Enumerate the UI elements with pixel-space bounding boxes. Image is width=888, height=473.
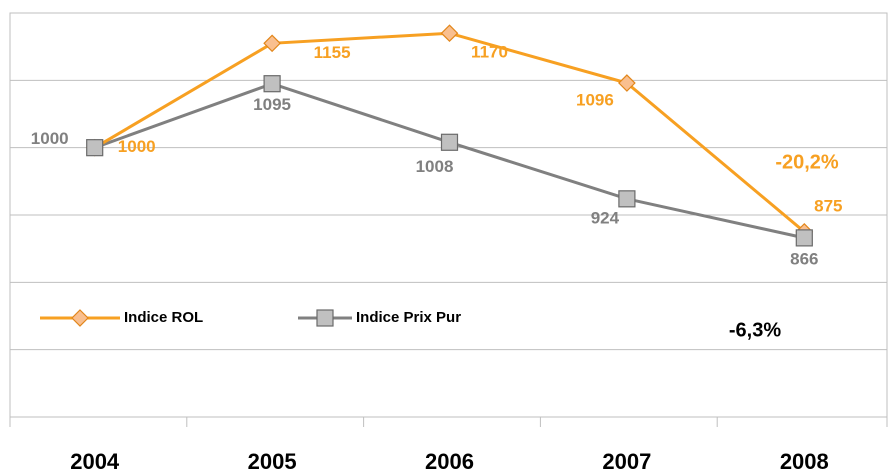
marker [263, 34, 281, 53]
marker [71, 309, 89, 327]
data-label: 875 [814, 196, 842, 215]
marker [795, 229, 813, 247]
annotation: -20,2% [775, 151, 839, 173]
marker [618, 74, 636, 92]
data-label: 1008 [416, 157, 454, 176]
data-label: 1095 [253, 95, 291, 114]
marker [440, 24, 459, 43]
line [93, 31, 806, 233]
legend-label: Indice ROL [124, 309, 203, 326]
x-tick-label: 2006 [425, 449, 474, 473]
data-label: 866 [790, 249, 818, 268]
marker [316, 309, 334, 327]
x-tick-label: 2005 [248, 449, 297, 473]
x-tick-label: 2008 [780, 449, 829, 473]
marker [86, 139, 104, 157]
x-tick-label: 2004 [70, 449, 120, 473]
data-label: 1170 [471, 43, 508, 62]
marker [263, 75, 281, 93]
data-label: 1096 [576, 91, 614, 110]
x-tick-label: 2007 [602, 449, 651, 473]
data-label: 1000 [31, 129, 69, 148]
legend-label: Indice Prix Pur [356, 309, 461, 326]
data-label: 1155 [314, 43, 351, 62]
data-label: 1000 [118, 137, 156, 156]
data-label: 924 [591, 208, 620, 227]
annotation: -6,3% [729, 319, 781, 341]
marker [618, 190, 636, 208]
marker [440, 133, 459, 151]
